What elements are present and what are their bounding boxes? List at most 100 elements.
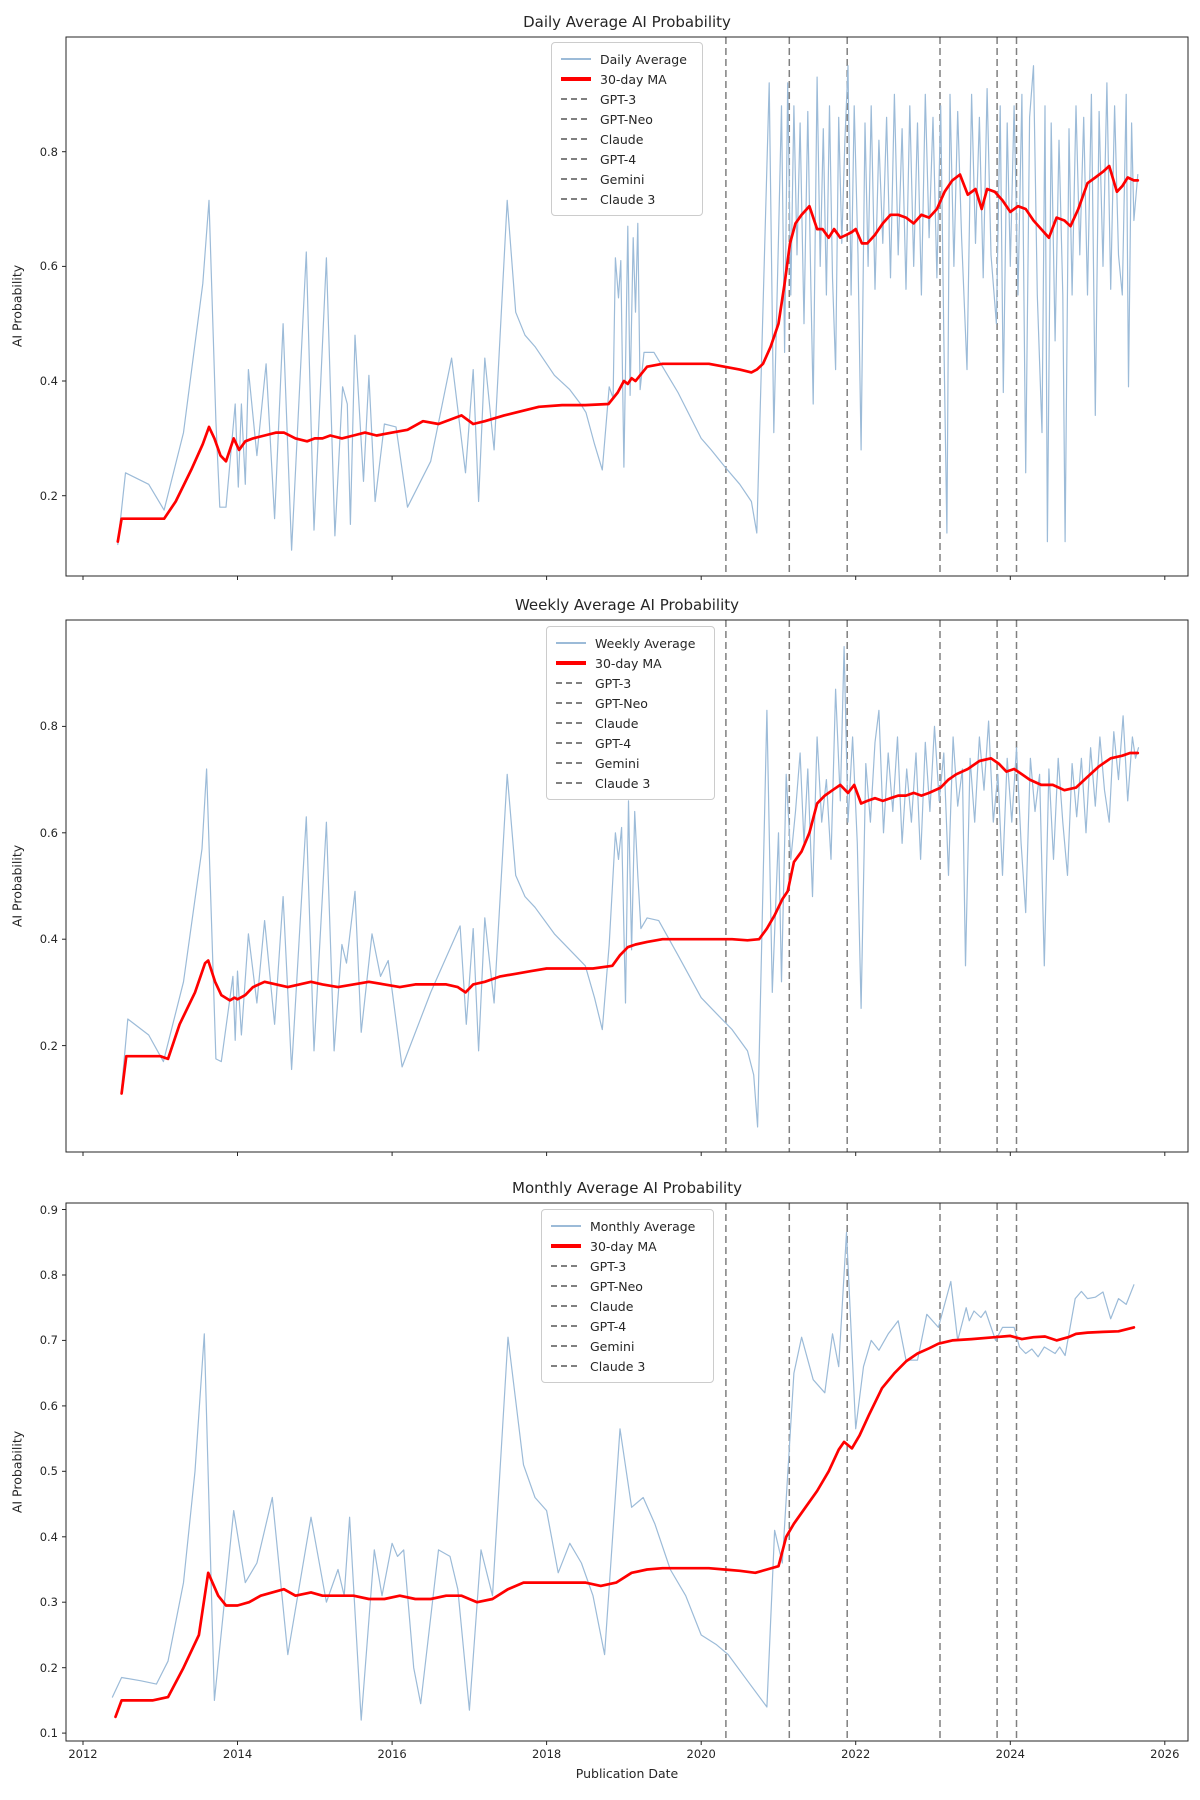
y-tick-label: 0.2 bbox=[39, 1660, 58, 1675]
legend-item: GPT-3 bbox=[556, 673, 705, 693]
legend-label: GPT-Neo bbox=[590, 1278, 643, 1294]
x-tick-label: 2012 bbox=[68, 1747, 98, 1761]
legend-item: GPT-3 bbox=[551, 1256, 704, 1276]
legend-label: Claude 3 bbox=[590, 1358, 646, 1374]
legend-item: GPT-4 bbox=[556, 733, 705, 753]
legend-label: Gemini bbox=[600, 171, 645, 187]
plot-frame bbox=[65, 1202, 1189, 1742]
chart-title-daily: Daily Average AI Probability bbox=[523, 13, 731, 31]
legend-label: Daily Average bbox=[600, 51, 687, 67]
legend-label: Gemini bbox=[590, 1338, 635, 1354]
legend-label: GPT-Neo bbox=[600, 111, 653, 127]
event-dashed-sample-icon bbox=[561, 198, 591, 200]
y-tick-label: 0.2 bbox=[39, 488, 58, 503]
legend-item: Gemini bbox=[551, 1336, 704, 1356]
legend-item: Claude bbox=[551, 1296, 704, 1316]
30-day-ma-series bbox=[116, 164, 1140, 543]
event-dashed-sample-icon bbox=[556, 742, 586, 744]
plot-frame bbox=[65, 619, 1189, 1153]
event-dashed-sample-icon bbox=[556, 762, 586, 764]
x-tick-label: 2014 bbox=[222, 1747, 253, 1761]
y-tick-label: 0.3 bbox=[39, 1595, 58, 1610]
legend-label: Claude 3 bbox=[600, 191, 656, 207]
legend-item: Weekly Average bbox=[556, 633, 705, 653]
y-tick-label: 0.4 bbox=[39, 932, 58, 947]
x-axis-label: Publication Date bbox=[575, 1766, 679, 1781]
legend-item: 30-day MA bbox=[556, 653, 705, 673]
x-tick-label: 2022 bbox=[841, 1747, 871, 1761]
event-dashed-sample-icon bbox=[551, 1285, 581, 1287]
legend-label: GPT-4 bbox=[595, 735, 632, 751]
ma-line-sample-icon bbox=[551, 1244, 581, 1248]
event-dashed-sample-icon bbox=[556, 682, 586, 684]
legend-item: Claude bbox=[556, 713, 705, 733]
average-line-sample-icon bbox=[561, 58, 591, 60]
legend-label: Weekly Average bbox=[595, 635, 696, 651]
30-day-ma-series bbox=[114, 1326, 1136, 1719]
legend-label: GPT-3 bbox=[600, 91, 637, 107]
legend-label: 30-day MA bbox=[595, 655, 662, 671]
panel-2 bbox=[62, 1202, 1189, 1745]
event-dashed-sample-icon bbox=[561, 118, 591, 120]
event-dashed-sample-icon bbox=[551, 1305, 581, 1307]
legend-label: GPT-3 bbox=[595, 675, 632, 691]
legend-label: GPT-3 bbox=[590, 1258, 627, 1274]
legend-label: GPT-4 bbox=[590, 1318, 627, 1334]
ma-line-sample-icon bbox=[561, 77, 591, 81]
x-tick-label: 2018 bbox=[531, 1747, 562, 1761]
legend-label: Claude 3 bbox=[595, 775, 651, 791]
legend-item: 30-day MA bbox=[561, 69, 693, 89]
y-tick-label: 0.5 bbox=[39, 1464, 58, 1479]
event-dashed-sample-icon bbox=[561, 98, 591, 100]
event-dashed-sample-icon bbox=[551, 1365, 581, 1367]
legend-item: Daily Average bbox=[561, 49, 693, 69]
legend-label: Claude bbox=[590, 1298, 634, 1314]
legend-item: GPT-Neo bbox=[551, 1276, 704, 1296]
y-tick-label: 0.8 bbox=[39, 1267, 58, 1282]
event-dashed-sample-icon bbox=[561, 138, 591, 140]
y-tick-label: 0.6 bbox=[39, 259, 58, 274]
y-tick-label: 0.6 bbox=[39, 825, 58, 840]
y-tick-label: 0.8 bbox=[39, 144, 58, 159]
legend-item: GPT-Neo bbox=[556, 693, 705, 713]
y-tick-label: 0.2 bbox=[39, 1038, 58, 1053]
legend-item: Claude 3 bbox=[551, 1356, 704, 1376]
y-axis-label-daily: AI Probability bbox=[9, 264, 25, 348]
legend-1: Weekly Average 30-day MA GPT-3 GPT-Neo Claud… bbox=[546, 626, 715, 800]
legend-label: GPT-4 bbox=[600, 151, 637, 167]
legend-item: Claude bbox=[561, 129, 693, 149]
y-tick-label: 0.6 bbox=[39, 1398, 58, 1413]
panel-1 bbox=[62, 619, 1189, 1156]
legend-2: Monthly Average 30-day MA GPT-3 GPT-Neo Clau… bbox=[541, 1209, 714, 1383]
y-tick-label: 0.4 bbox=[39, 374, 58, 389]
30-day-ma-series bbox=[120, 751, 1140, 1095]
legend-item: Claude 3 bbox=[556, 773, 705, 793]
legend-label: Claude bbox=[600, 131, 644, 147]
legend-label: GPT-Neo bbox=[595, 695, 648, 711]
y-axis-label-weekly: AI Probability bbox=[9, 844, 25, 928]
y-tick-label: 0.8 bbox=[39, 719, 58, 734]
event-dashed-sample-icon bbox=[561, 178, 591, 180]
legend-label: Monthly Average bbox=[590, 1218, 696, 1234]
event-dashed-sample-icon bbox=[551, 1345, 581, 1347]
ma-line-sample-icon bbox=[556, 661, 586, 665]
y-tick-label: 0.4 bbox=[39, 1529, 58, 1544]
event-dashed-sample-icon bbox=[561, 158, 591, 160]
event-dashed-sample-icon bbox=[556, 722, 586, 724]
x-tick-label: 2016 bbox=[377, 1747, 407, 1761]
legend-item: Monthly Average bbox=[551, 1216, 704, 1236]
legend-item: GPT-Neo bbox=[561, 109, 693, 129]
legend-item: Claude 3 bbox=[561, 189, 693, 209]
monthly-average-series bbox=[111, 1231, 1135, 1721]
legend-label: Gemini bbox=[595, 755, 640, 771]
legend-item: 30-day MA bbox=[551, 1236, 704, 1256]
legend-0: Daily Average 30-day MA GPT-3 GPT-Neo Claude… bbox=[551, 42, 703, 216]
chart-title-monthly: Monthly Average AI Probability bbox=[512, 1179, 742, 1197]
legend-label: 30-day MA bbox=[590, 1238, 657, 1254]
average-line-sample-icon bbox=[556, 642, 586, 644]
panel-0 bbox=[62, 36, 1189, 580]
legend-item: Gemini bbox=[561, 169, 693, 189]
daily-average-series bbox=[117, 65, 1139, 551]
